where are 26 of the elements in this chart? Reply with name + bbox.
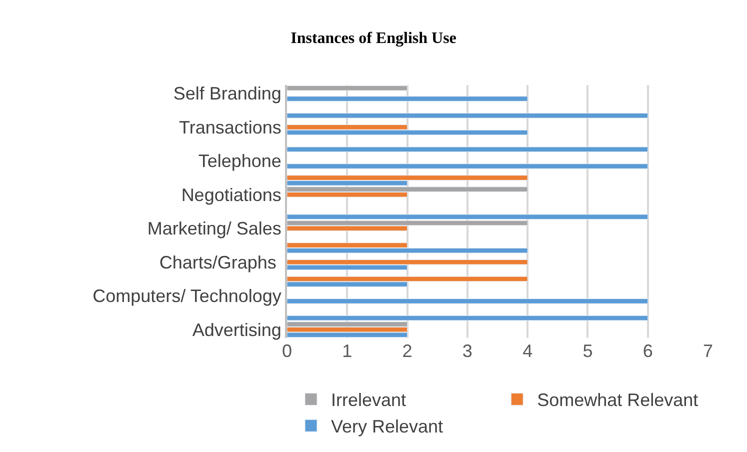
y-tick-label: Negotiations [181, 184, 282, 205]
legend-label: Irrelevant [331, 390, 406, 410]
y-tick-label: Marketing/ Sales [147, 218, 282, 239]
y-tick-label: Charts/Graphs [159, 252, 282, 272]
x-tick-label: 7 [702, 341, 714, 361]
bar [287, 164, 648, 169]
x-tick-label: 0 [282, 341, 292, 361]
x-tick-label: 6 [642, 341, 653, 361]
bar [287, 96, 528, 102]
y-tick-label: Advertising [192, 320, 282, 340]
legend-label: Somewhat Relevant [537, 390, 698, 410]
y-tick-label: Telephone [198, 151, 282, 172]
legend-label: Very Relevant [331, 416, 444, 437]
bar [287, 85, 408, 91]
y-tick-label: Self Branding [173, 84, 282, 104]
x-tick-label: 4 [522, 341, 533, 361]
x-tick-label: 3 [462, 341, 472, 361]
x-tick-label: 1 [342, 341, 352, 361]
x-tick-label: 2 [402, 341, 412, 361]
bar [287, 146, 648, 152]
y-tick-label: Transactions [179, 117, 282, 138]
x-tick-label: 5 [582, 341, 593, 361]
bar [287, 112, 648, 118]
bar [287, 298, 648, 304]
y-tick-label: Computers/ Technology [92, 286, 282, 306]
chart-title: Instances of English Use [290, 30, 456, 47]
